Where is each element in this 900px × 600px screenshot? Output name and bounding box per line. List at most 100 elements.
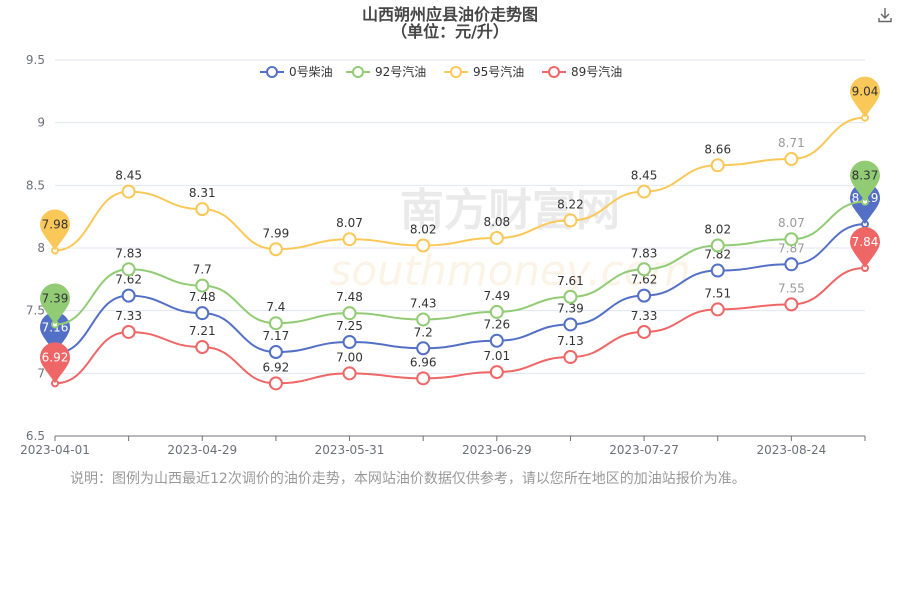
data-point [51,320,59,329]
pin-label: 7.16 [42,320,69,334]
data-point [195,306,210,321]
marker-pin [850,227,880,269]
chart-subtitle: （单位：元/升） [391,22,509,41]
data-label: 8.02 [704,222,731,236]
data-point [489,230,504,245]
marker-pin [850,160,880,202]
pin-label: 9.04 [852,85,879,99]
data-label: 8.22 [557,197,584,211]
data-point [51,246,59,255]
pin-label: 6.92 [42,350,69,364]
data-point [637,288,652,303]
data-label: 8.31 [189,186,216,200]
x-tick-label: 2023-08-24 [756,443,826,457]
data-label: 7.2 [414,325,433,339]
data-label: 7.33 [631,309,658,323]
data-point [563,317,578,332]
data-label: 7.26 [483,318,510,332]
x-tick-label: 2023-05-31 [315,443,385,457]
data-point [416,371,431,386]
x-tick-label: 2023-04-29 [167,443,237,457]
legend-item[interactable]: 95号汽油 [444,64,524,79]
data-point [784,152,799,167]
legend-item[interactable]: 0号柴油 [260,65,333,79]
data-label: 8.08 [483,215,510,229]
data-point [861,264,869,273]
data-point [637,324,652,339]
data-label: 8.02 [410,222,437,236]
legend-symbol [266,66,278,78]
data-label: 7.99 [263,226,290,240]
data-point [563,350,578,365]
legend-symbol [548,66,560,78]
legend-label: 89号汽油 [571,64,622,79]
marker-pin [40,342,70,384]
marker-pin [850,76,880,118]
data-point [342,335,357,349]
data-point [637,262,652,277]
y-tick-label: 9.5 [26,53,45,67]
data-point [784,257,799,272]
watermark: 南方财富网 [400,185,620,236]
series-line [54,223,866,355]
pin-label: 8.37 [852,169,879,183]
pin-label: 7.98 [42,218,69,232]
data-label: 8.66 [704,142,731,156]
series-line [54,200,866,326]
x-tick-label: 2023-04-01 [20,443,90,457]
data-point [861,113,869,122]
chart-title: 山西朔州应县油价走势图 [361,5,538,24]
data-label: 7.13 [557,334,584,348]
legend-item[interactable]: 89号汽油 [542,64,622,79]
data-point [268,242,283,257]
data-label: 8.45 [115,169,142,183]
data-point [268,316,283,331]
data-label: 7.39 [557,301,584,315]
marker-pin [850,183,880,225]
series-line [54,116,866,252]
data-point [861,197,869,206]
data-label: 7.17 [263,329,290,343]
data-point [121,262,136,277]
data-label: 8.07 [778,216,805,230]
data-label: 7.25 [336,319,363,333]
data-point [563,213,578,228]
data-point [195,340,210,355]
data-point [637,184,652,199]
data-label: 7.62 [115,273,142,287]
data-point [489,365,504,380]
legend-symbol [352,66,364,78]
data-point [710,302,725,317]
data-point [342,232,357,247]
marker-pin [40,209,70,251]
data-point [784,232,799,247]
data-label: 7.62 [631,273,658,287]
legend-item[interactable]: 92号汽油 [346,64,426,79]
data-point [784,297,799,312]
data-point [563,289,578,304]
data-point [710,238,725,253]
y-tick-label: 7.5 [26,304,45,318]
data-point [416,312,431,327]
data-point [121,324,136,339]
data-point [710,158,725,173]
y-tick-label: 7 [37,366,45,380]
chart-note: 说明：图例为山西最近12次调价的油价走势，本网站油价数据仅供参考，请以您所在地区… [70,471,746,487]
data-point [195,202,210,217]
data-label: 7.48 [336,290,363,304]
legend-label: 95号汽油 [473,64,524,79]
data-label: 8.71 [778,136,805,150]
data-label: 7.83 [631,246,658,260]
data-point [710,263,725,278]
data-point [489,304,504,319]
data-label: 7.01 [483,349,510,363]
data-point [121,288,136,303]
marker-pin [40,283,70,325]
data-point [51,379,59,388]
pin-label: 7.39 [42,291,69,305]
data-point [342,366,357,381]
data-label: 7.55 [778,281,805,295]
data-label: 7.61 [557,274,584,288]
download-icon[interactable] [876,6,894,24]
